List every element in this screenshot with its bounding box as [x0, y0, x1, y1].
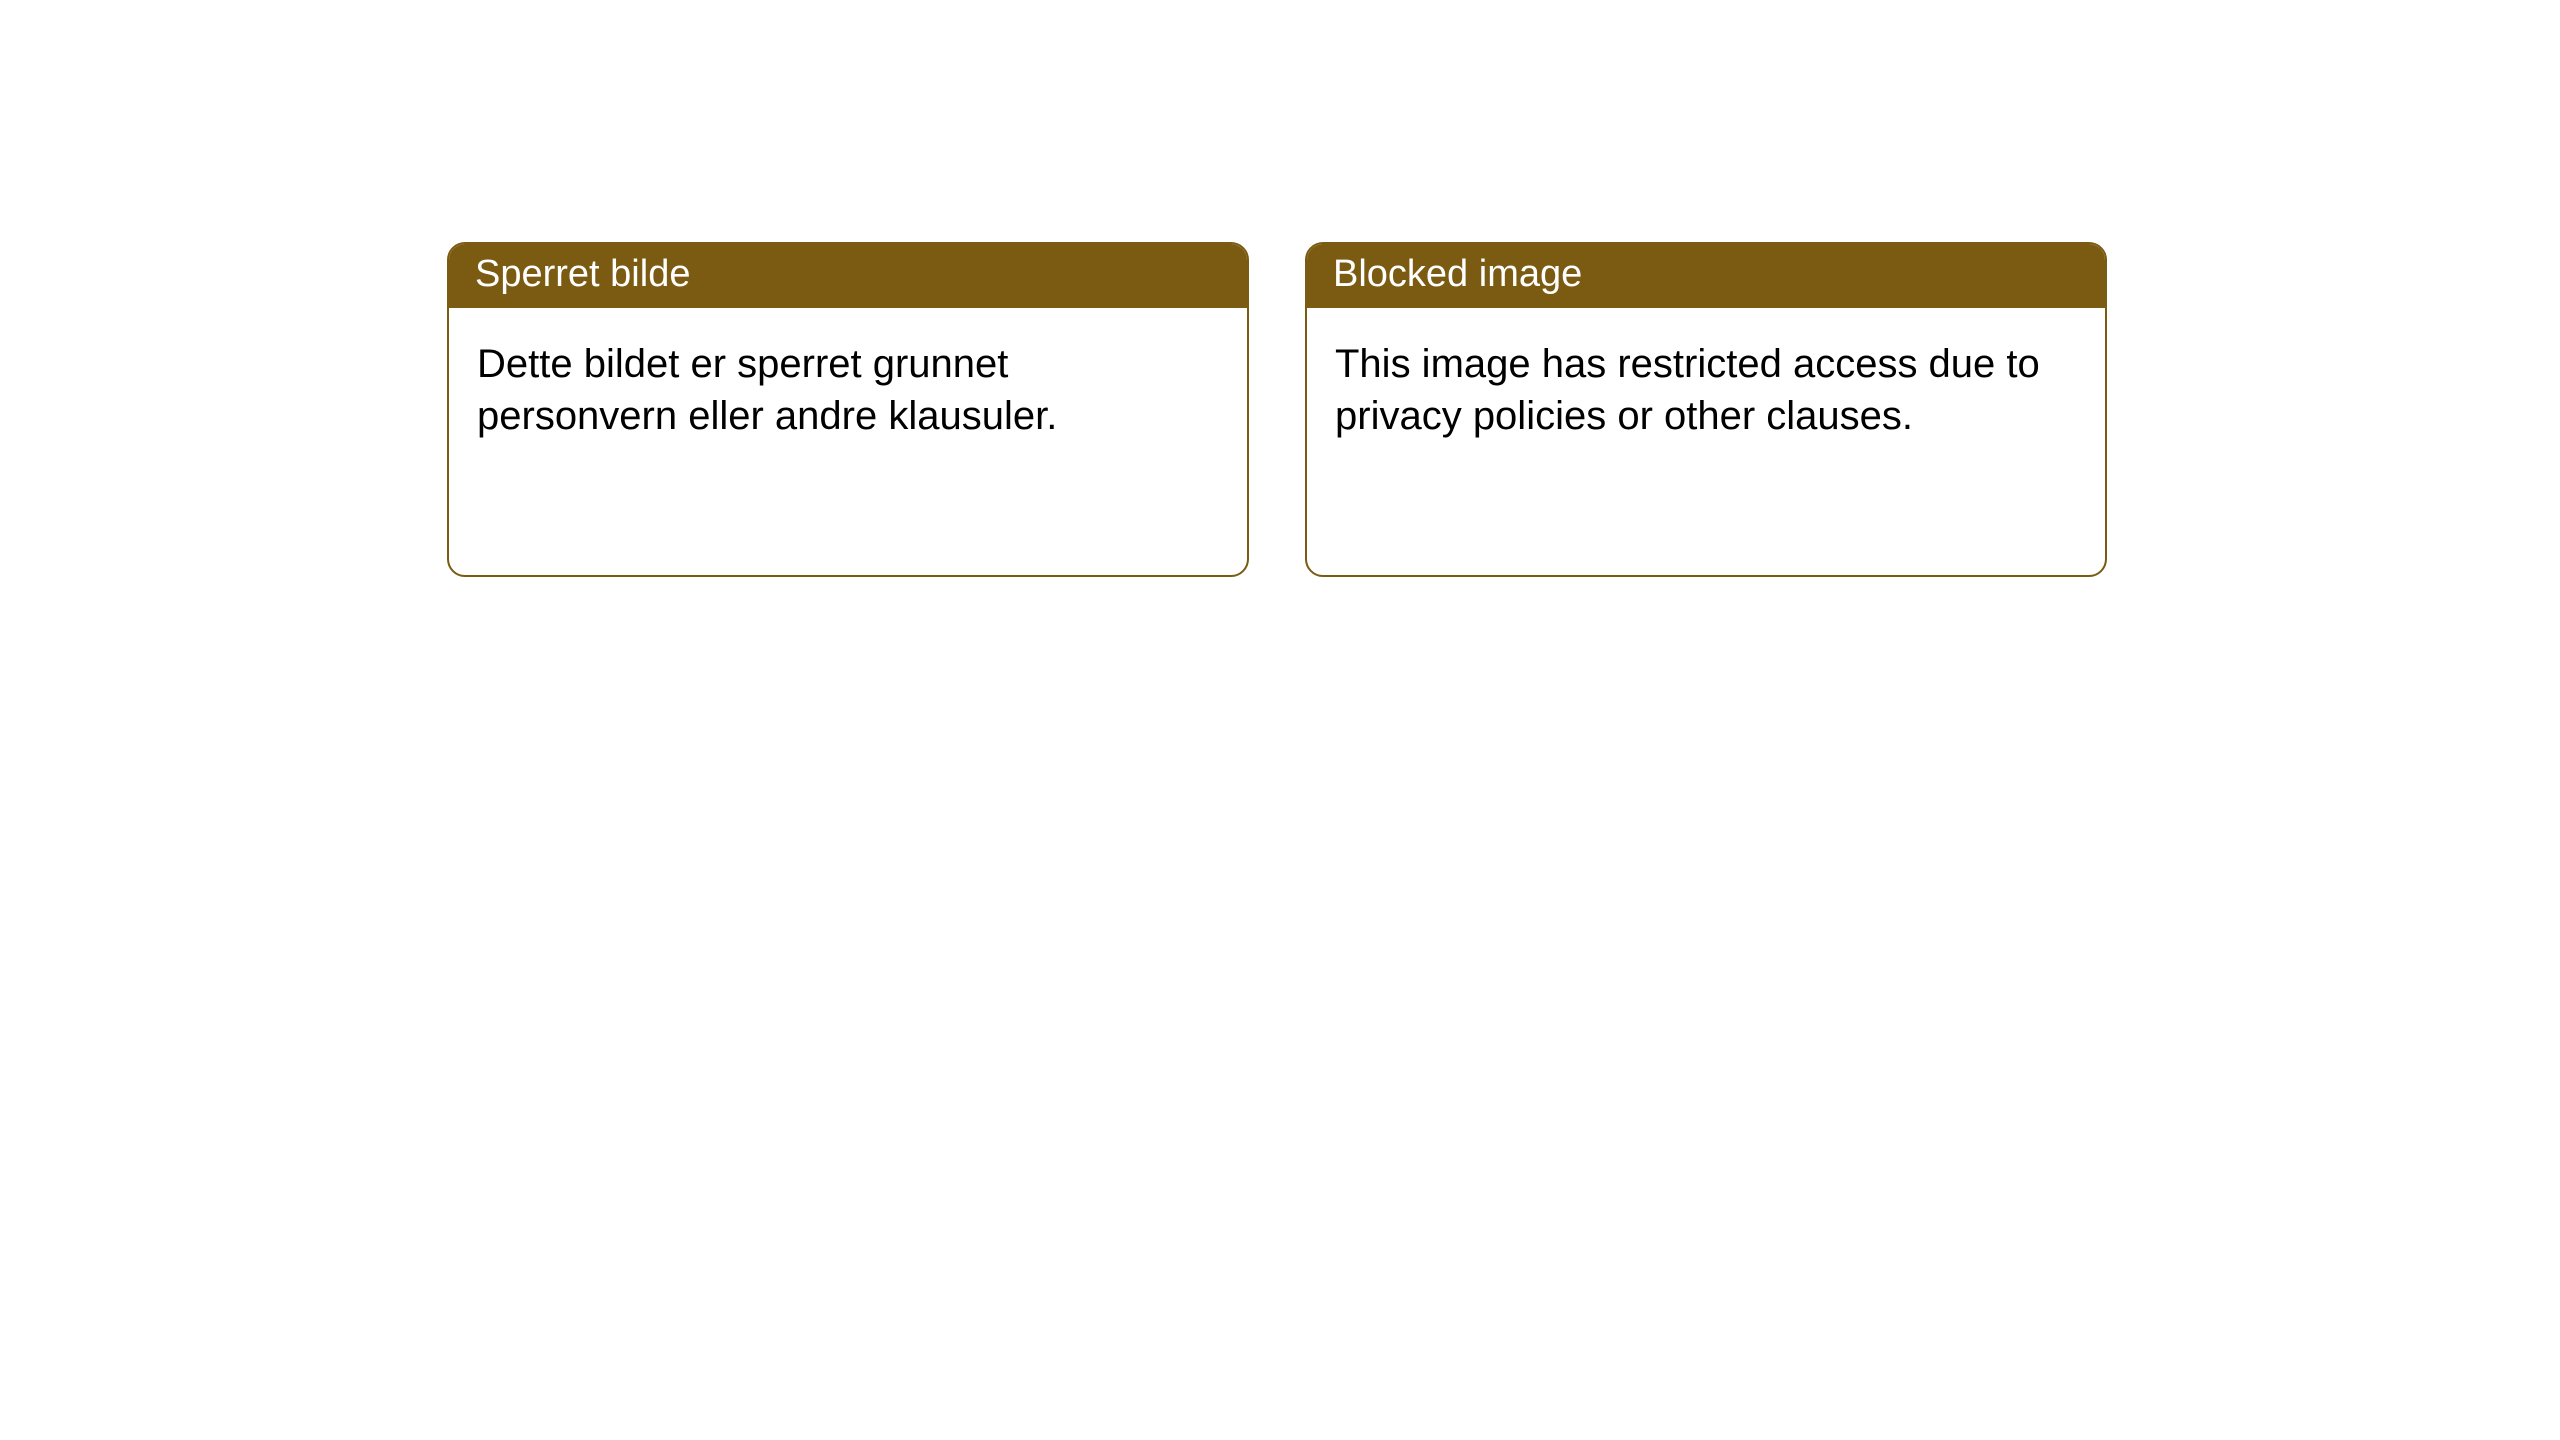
notice-card-title: Sperret bilde: [449, 244, 1247, 308]
notice-container: Sperret bilde Dette bildet er sperret gr…: [447, 242, 2107, 577]
notice-card-body: This image has restricted access due to …: [1307, 308, 2105, 472]
notice-card-body: Dette bildet er sperret grunnet personve…: [449, 308, 1247, 472]
notice-card-english: Blocked image This image has restricted …: [1305, 242, 2107, 577]
notice-card-norwegian: Sperret bilde Dette bildet er sperret gr…: [447, 242, 1249, 577]
notice-card-title: Blocked image: [1307, 244, 2105, 308]
